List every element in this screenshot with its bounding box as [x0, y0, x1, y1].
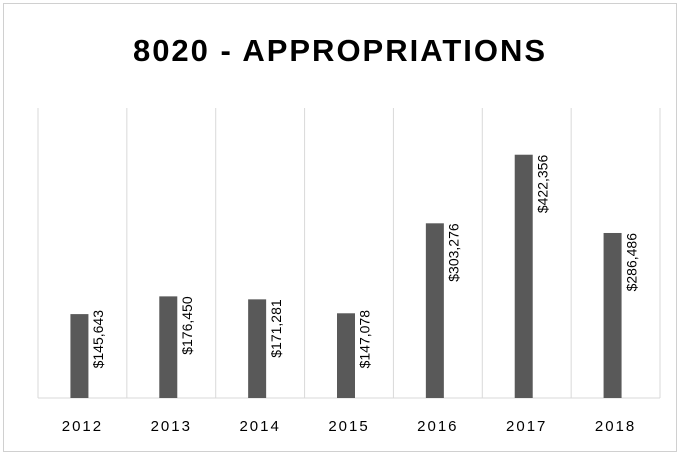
value-label: $176,450: [179, 296, 195, 355]
x-tick-label: 2013: [151, 418, 192, 435]
value-label: $147,078: [357, 310, 373, 369]
x-tick-label: 2015: [328, 418, 369, 435]
value-label: $145,643: [90, 310, 106, 369]
bar: [248, 299, 267, 398]
value-label: $286,486: [623, 233, 639, 292]
value-label: $303,276: [446, 223, 462, 282]
x-tick-label: 2018: [595, 418, 636, 435]
x-tick-label: 2012: [62, 418, 103, 435]
value-label: $422,356: [534, 155, 550, 214]
x-tick-label: 2017: [506, 418, 547, 435]
x-tick-label: 2014: [239, 418, 280, 435]
value-label: $171,281: [268, 299, 284, 358]
chart-title: 8020 - APPROPRIATIONS: [133, 33, 547, 68]
bar: [70, 314, 89, 398]
bar: [337, 313, 355, 398]
bar: [514, 154, 533, 398]
x-tick-label: 2016: [417, 418, 458, 435]
bar: [603, 232, 622, 398]
bar: [425, 223, 444, 398]
bar: [159, 296, 178, 398]
